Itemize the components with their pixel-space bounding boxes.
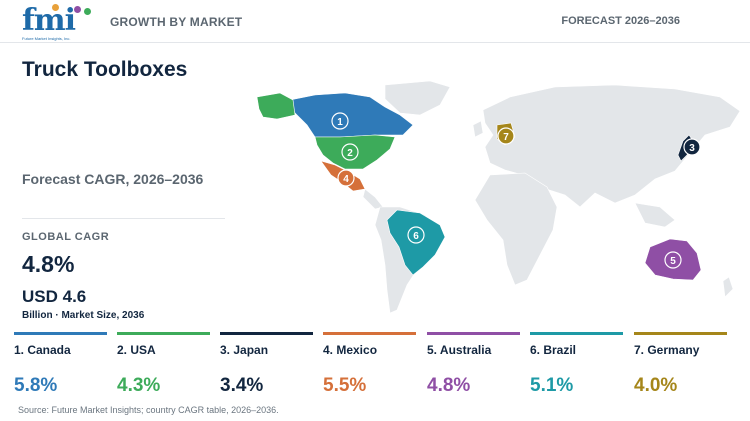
greenland-shape	[384, 80, 451, 116]
market-size-note: Billion · Market Size, 2036	[22, 310, 145, 321]
marker-label-mexico: 4	[343, 174, 349, 185]
country-color-bar	[220, 332, 313, 335]
divider	[22, 218, 225, 219]
country-cagr: 3.4%	[220, 375, 264, 396]
map-country-alaska	[256, 92, 296, 120]
forecast-label: FORECAST 2026–2036	[561, 15, 680, 27]
global-cagr-label: GLOBAL CAGR	[22, 231, 110, 243]
country-cagr: 4.8%	[427, 375, 471, 396]
country-color-bar	[427, 332, 520, 335]
header-bar: fmi Future Market Insights, Inc. GROWTH …	[0, 0, 750, 43]
marker-label-usa: 2	[347, 148, 353, 159]
country-cagr: 4.3%	[117, 375, 161, 396]
marker-label-germany: 7	[503, 132, 509, 143]
central-america-shape	[362, 188, 384, 210]
country-name: 2. USA	[117, 343, 156, 357]
logo-subtitle: Future Market Insights, Inc.	[22, 36, 71, 41]
country-name: 7. Germany	[634, 343, 700, 357]
marker-canada[interactable]: 1	[331, 112, 349, 130]
country-color-bar	[117, 332, 210, 335]
section-label: GROWTH BY MARKET	[110, 15, 243, 29]
country-card-usa[interactable]: 2. USA 4.3%	[117, 332, 210, 402]
logo-dot-icon	[84, 8, 91, 15]
marker-australia[interactable]: 5	[664, 251, 682, 269]
country-card-canada[interactable]: 1. Canada 5.8%	[14, 332, 107, 402]
country-cagr: 5.1%	[530, 375, 574, 396]
country-cagr: 4.0%	[634, 375, 678, 396]
country-name: 1. Canada	[14, 343, 71, 357]
uk-shape	[472, 120, 484, 138]
southeast-asia-shape	[634, 202, 676, 228]
country-name: 5. Australia	[427, 343, 492, 357]
country-card-brazil[interactable]: 6. Brazil 5.1%	[530, 332, 623, 402]
logo-dot-icon	[74, 6, 81, 13]
country-color-bar	[634, 332, 727, 335]
logo-dot-icon	[52, 4, 59, 11]
marker-mexico[interactable]: 4	[337, 169, 355, 187]
marker-usa[interactable]: 2	[341, 143, 359, 161]
marker-brazil[interactable]: 6	[407, 226, 425, 244]
marker-japan[interactable]: 3	[683, 138, 701, 156]
country-cagr: 5.8%	[14, 375, 58, 396]
marker-label-australia: 5	[670, 256, 676, 267]
source-note: Source: Future Market Insights; country …	[18, 405, 279, 415]
country-card-australia[interactable]: 5. Australia 4.8%	[427, 332, 520, 402]
marker-label-canada: 1	[337, 117, 343, 128]
eurasia-shape	[482, 84, 741, 208]
market-size-value: USD 4.6	[22, 287, 87, 306]
country-color-bar	[14, 332, 107, 335]
global-cagr-value: 4.8%	[22, 251, 75, 277]
marker-label-brazil: 6	[413, 231, 419, 242]
africa-shape	[474, 172, 558, 286]
map-country-canada	[289, 92, 414, 138]
country-name: 3. Japan	[220, 343, 269, 357]
country-cagr: 5.5%	[323, 375, 367, 396]
country-color-bar	[323, 332, 416, 335]
country-color-bar	[530, 332, 623, 335]
country-name: 6. Brazil	[530, 343, 577, 357]
page-title: Truck Toolboxes	[22, 58, 188, 81]
fmi-logo[interactable]: fmi Future Market Insights, Inc.	[22, 3, 94, 41]
country-card-japan[interactable]: 3. Japan 3.4%	[220, 332, 313, 402]
world-map: 1 2 3 4 5 6 7	[256, 80, 741, 314]
country-name: 4. Mexico	[323, 343, 378, 357]
marker-germany[interactable]: 7	[497, 127, 515, 145]
logo-wordmark: fmi	[22, 3, 76, 38]
country-cagr-strip: 1. Canada 5.8% 2. USA 4.3% 3. Japan 3.4%…	[0, 332, 750, 402]
new-zealand-shape	[722, 276, 734, 298]
country-card-mexico[interactable]: 4. Mexico 5.5%	[323, 332, 416, 402]
country-card-germany[interactable]: 7. Germany 4.0%	[634, 332, 727, 402]
forecast-cagr-label: Forecast CAGR, 2026–2036	[22, 171, 204, 187]
marker-label-japan: 3	[689, 143, 695, 154]
